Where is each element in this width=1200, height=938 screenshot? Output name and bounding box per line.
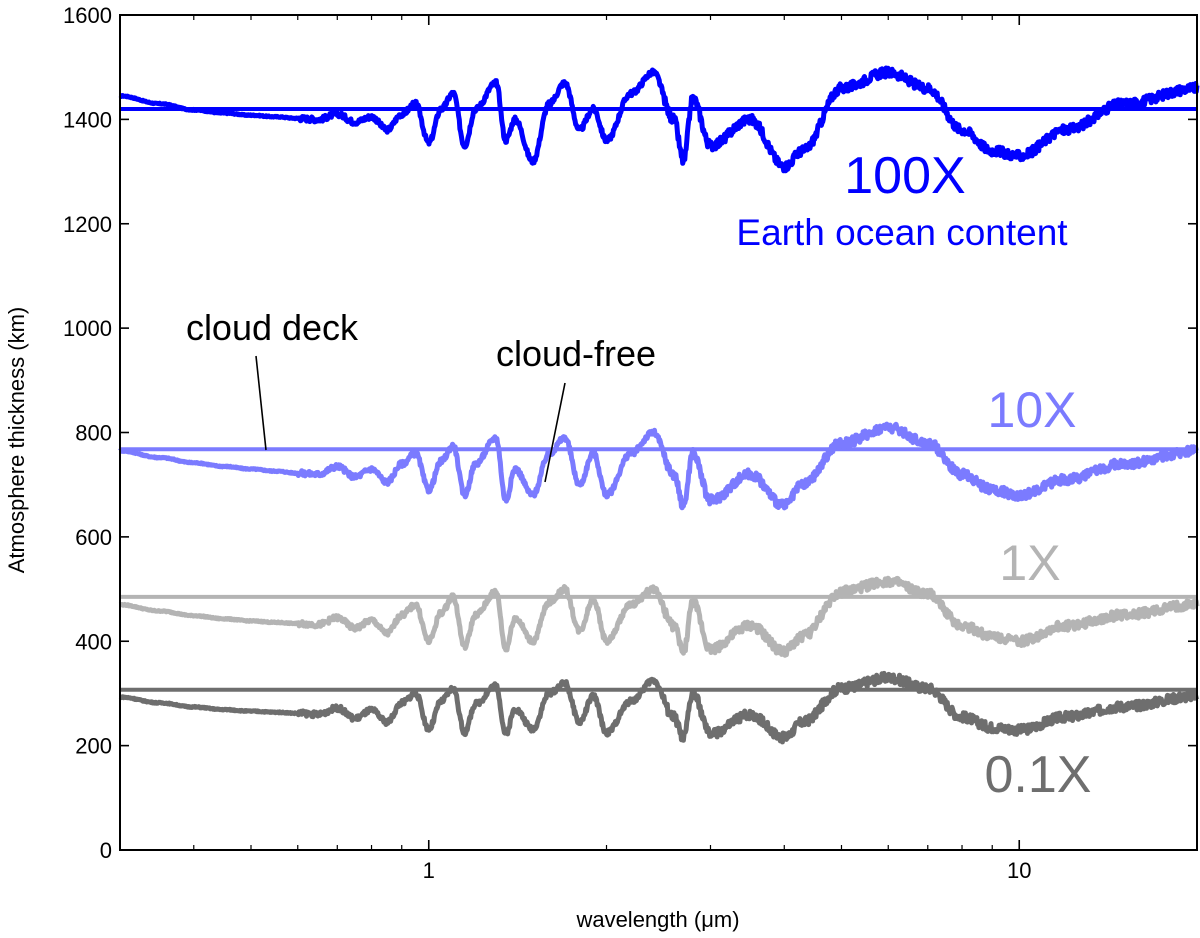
x-axis-label: wavelength (μm) bbox=[575, 907, 739, 932]
y-tick-label: 200 bbox=[75, 734, 112, 759]
ticks-layer: 0 200 400 600 800 1000 1200 1400 1600 1 10 bbox=[63, 3, 1197, 883]
label-earth-ocean-content: Earth ocean content bbox=[736, 212, 1068, 253]
y-tick-label: 1200 bbox=[63, 212, 112, 237]
y-tick-label: 800 bbox=[75, 421, 112, 446]
label-cloud-deck: cloud deck bbox=[186, 307, 359, 348]
cloud-deck-pointer bbox=[255, 355, 267, 451]
spectrum-series-1x bbox=[118, 575, 1200, 658]
y-tick-label: 0 bbox=[100, 838, 112, 863]
x-tick-label: 10 bbox=[1007, 858, 1031, 883]
y-tick-label: 1600 bbox=[63, 3, 112, 28]
y-tick-label: 1000 bbox=[63, 316, 112, 341]
spectrum-series-100x bbox=[118, 65, 1200, 174]
series-layer bbox=[118, 65, 1200, 745]
label-1x: 1X bbox=[999, 535, 1060, 591]
label-100x: 100X bbox=[844, 147, 965, 205]
y-axis-label: Atmosphere thickness (km) bbox=[4, 307, 29, 574]
cloud-free-pointer bbox=[544, 382, 566, 483]
y-tick-label: 600 bbox=[75, 525, 112, 550]
x-tick-label: 1 bbox=[423, 858, 435, 883]
label-cloud-free: cloud-free bbox=[496, 333, 656, 374]
label-0-1x: 0.1X bbox=[985, 746, 1092, 804]
y-tick-label: 1400 bbox=[63, 107, 112, 132]
spectrum-series-0-1x bbox=[118, 670, 1200, 745]
label-10x: 10X bbox=[988, 382, 1077, 438]
y-tick-label: 400 bbox=[75, 629, 112, 654]
spectrum-series-10x bbox=[118, 421, 1199, 511]
